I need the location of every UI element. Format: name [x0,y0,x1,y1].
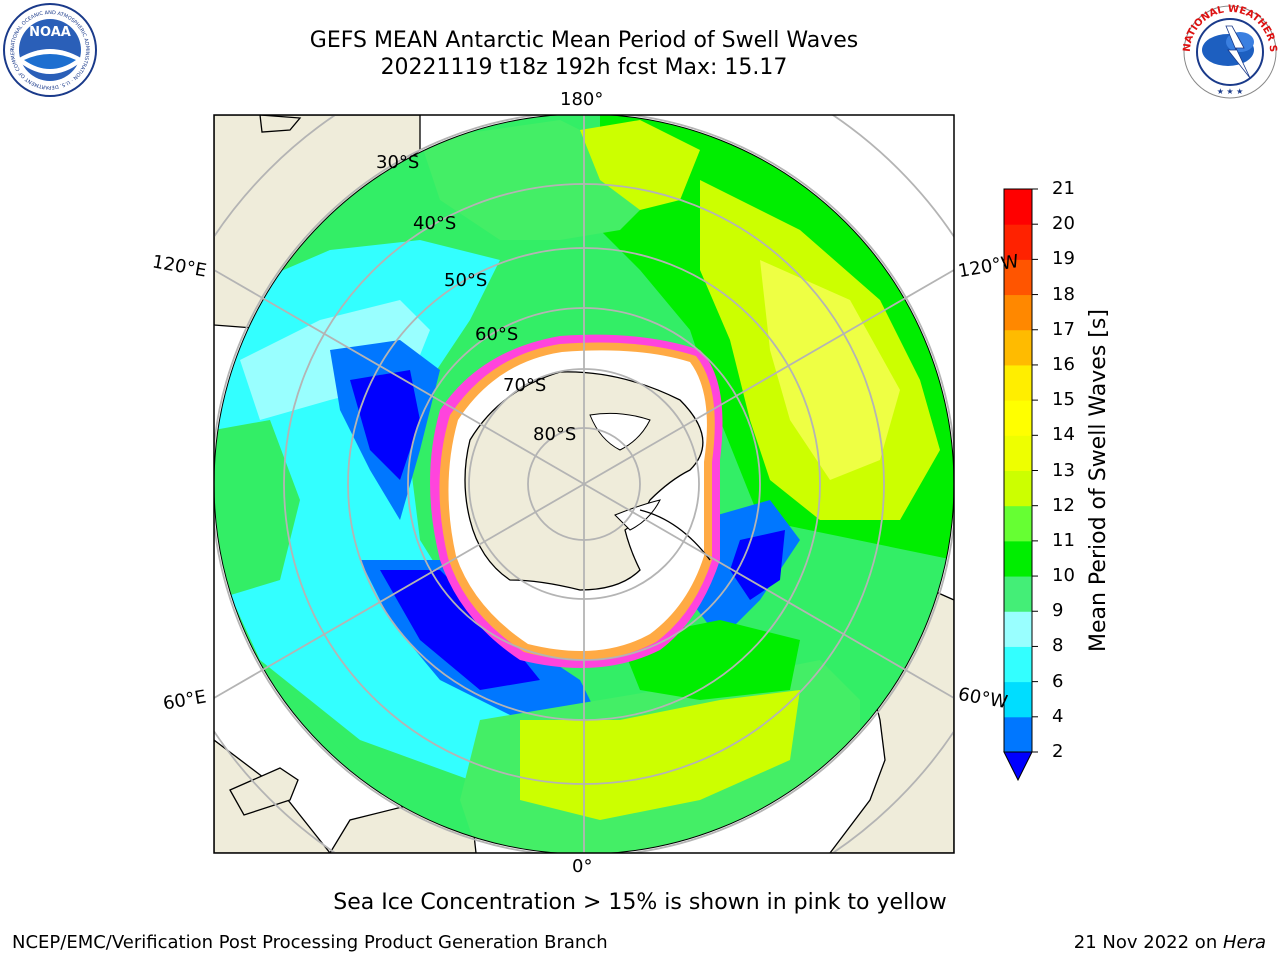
chart-subtitle: 20221119 t18z 192h fcst Max: 15.17 [380,55,788,80]
colorbar-bin [1004,189,1032,225]
lat-label-30s: 30°S [376,152,420,173]
colorbar-bin [1004,611,1032,647]
colorbar-bin [1004,505,1032,542]
colorbar-bin [1004,400,1032,436]
colorbar-tick-label: 9 [1052,600,1064,622]
noaa-logo-text: NOAA [29,25,71,40]
svg-text:★ ★ ★: ★ ★ ★ [1217,87,1244,96]
nws-logo: NATIONAL WEATHER SERVICE ★ ★ ★ [0,0,1278,99]
chart-title: GEFS MEAN Antarctic Mean Period of Swell… [309,28,859,53]
colorbar-tick-label: 19 [1052,248,1075,270]
colorbar-tick-label: 17 [1052,318,1075,340]
colorbar-bin [1004,294,1032,331]
lat-label-50s: 50°S [444,270,488,291]
colorbar [1003,188,1038,782]
colorbar-bin [1004,329,1032,366]
colorbar-tick-label: 6 [1052,670,1064,692]
colorbar-tick-label: 10 [1052,565,1075,587]
colorbar-label: Mean Period of Swell Waves [s] [1086,309,1111,652]
colorbar-bin [1004,716,1032,753]
lat-label-80s: 80°S [533,424,577,445]
colorbar-tick-label: 2 [1052,741,1064,762]
colorbar-tick-label: 18 [1052,283,1075,305]
colorbar-bin [1004,646,1032,683]
colorbar-tick-label: 8 [1052,635,1064,657]
svg-text:NATIONAL WEATHER SERVICE: NATIONAL WEATHER SERVICE [0,0,1278,53]
map-frame [213,114,955,854]
colorbar-bin [1004,224,1032,260]
lat-label-70s: 70°S [503,375,547,396]
colorbar-bin [1004,364,1032,401]
footer-host: Hera [1222,932,1266,953]
graticule [214,115,954,853]
map-panel [214,115,954,853]
sea-ice-note: Sea Ice Concentration > 15% is shown in … [333,890,947,915]
colorbar-tick-label: 13 [1052,459,1075,481]
colorbar-tick-label: 4 [1052,705,1064,727]
colorbar-tick-label: 14 [1052,424,1075,446]
lat-label-40s: 40°S [413,213,457,234]
colorbar-tick-label: 12 [1052,494,1075,516]
footer-credit: NCEP/EMC/Verification Post Processing Pr… [12,932,608,953]
colorbar-extend-min [1003,751,1033,782]
colorbar-tick-label: 20 [1052,213,1075,235]
colorbar-bin [1004,540,1032,577]
lon-label-180: 180° [560,89,604,110]
colorbar-bin [1004,576,1032,612]
noaa-logo: NOAA NATIONAL OCEANIC AND ATMOSPHERIC AD… [0,0,97,97]
colorbar-tick-label: 11 [1052,529,1075,551]
colorbar-bin [1004,435,1032,471]
colorbar-bin [1004,681,1032,718]
nws-logo-ring-text: NATIONAL WEATHER SERVICE [0,0,1278,53]
colorbar-bin [1004,470,1032,507]
colorbar-tick-label: 16 [1052,353,1075,375]
colorbar-bin [1004,259,1032,296]
lon-label-0: 0° [572,856,593,877]
colorbar-tick-label: 21 [1052,178,1075,199]
footer-date: 21 Nov 2022 on Hera [1074,932,1266,953]
footer-date-text: 21 Nov 2022 on [1073,932,1223,953]
colorbar-tick-label: 15 [1052,389,1075,411]
lat-label-60s: 60°S [475,324,519,345]
